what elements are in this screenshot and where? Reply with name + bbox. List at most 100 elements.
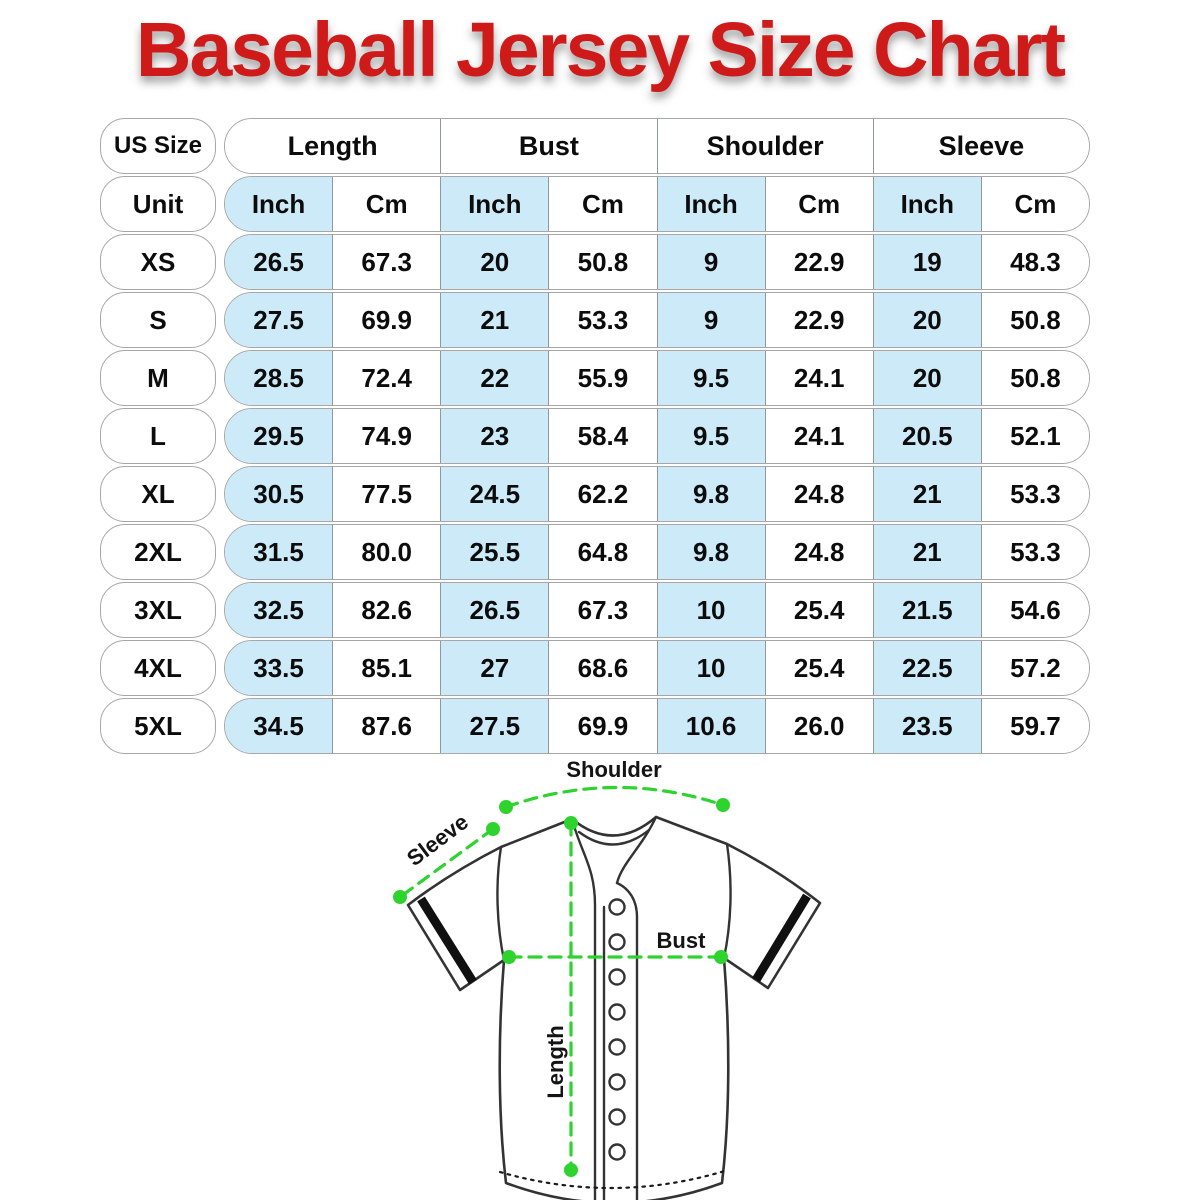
table-row: 2XL 31.5 80.0 25.5 64.8 9.8 24.8 21 53.3 xyxy=(100,524,1090,580)
value-cell: 22.5 xyxy=(873,641,982,695)
unit-header-shoulder-cm: Cm xyxy=(765,177,874,231)
jersey-drawing xyxy=(406,815,822,1200)
column-group-shoulder: Shoulder xyxy=(657,119,874,173)
row-values-pill: 27.5 69.9 21 53.3 9 22.9 20 50.8 xyxy=(224,292,1090,348)
value-cell: 24.5 xyxy=(441,467,550,521)
column-group-bust: Bust xyxy=(441,119,658,173)
value-cell: 69.9 xyxy=(549,699,658,753)
value-cell: 9.8 xyxy=(657,525,766,579)
value-cell: 22 xyxy=(441,351,550,405)
value-cell: 24.1 xyxy=(765,409,874,463)
value-cell: 9 xyxy=(657,235,766,289)
value-cell: 9.5 xyxy=(657,409,766,463)
button xyxy=(608,1108,626,1126)
value-cell: 62.2 xyxy=(549,467,658,521)
value-cell: 31.5 xyxy=(225,525,334,579)
table-row: M 28.5 72.4 22 55.9 9.5 24.1 20 50.8 xyxy=(100,350,1090,406)
value-cell: 20 xyxy=(441,235,550,289)
value-cell: 19 xyxy=(873,235,982,289)
table-row: XL 30.5 77.5 24.5 62.2 9.8 24.8 21 53.3 xyxy=(100,466,1090,522)
measure-dot xyxy=(499,800,513,814)
value-cell: 67.3 xyxy=(549,583,658,637)
column-group-sleeve: Sleeve xyxy=(873,119,1089,173)
shoulder-label: Shoulder xyxy=(566,757,662,782)
value-cell: 58.4 xyxy=(549,409,658,463)
table-row: L 29.5 74.9 23 58.4 9.5 24.1 20.5 52.1 xyxy=(100,408,1090,464)
value-cell: 25.4 xyxy=(765,641,874,695)
jersey-measurement-diagram: Shoulder Sleeve Bust Length xyxy=(393,757,822,1200)
table-body: XS 26.5 67.3 20 50.8 9 22.9 19 48.3 S 27.5 69.9 21 53… xyxy=(100,234,1090,754)
length-label: Length xyxy=(543,1025,568,1098)
button xyxy=(608,898,626,916)
size-label-xl: XL xyxy=(100,466,216,522)
page-title: Baseball Jersey Size Chart xyxy=(131,3,1070,98)
button xyxy=(608,1073,626,1091)
value-cell: 10 xyxy=(657,583,766,637)
value-cell: 23 xyxy=(441,409,550,463)
value-cell: 50.8 xyxy=(981,351,1089,405)
value-cell: 74.9 xyxy=(333,409,442,463)
placket-left-edge xyxy=(570,817,597,1200)
button xyxy=(608,1038,626,1056)
value-cell: 26.5 xyxy=(441,583,550,637)
unit-header-length-inch: Inch xyxy=(225,177,334,231)
size-label-5xl: 5XL xyxy=(100,698,216,754)
value-cell: 20.5 xyxy=(873,409,982,463)
value-cell: 9 xyxy=(657,293,766,347)
table-row: 5XL 34.5 87.6 27.5 69.9 10.6 26.0 23.5 59.7 xyxy=(100,698,1090,754)
measure-dot xyxy=(486,822,500,836)
right-v-neck-edge xyxy=(615,815,658,885)
value-cell: 27.5 xyxy=(225,293,334,347)
value-cell: 21 xyxy=(441,293,550,347)
row-values-pill: 30.5 77.5 24.5 62.2 9.8 24.8 21 53.3 xyxy=(224,466,1090,522)
bust-label: Bust xyxy=(657,928,707,953)
value-cell: 48.3 xyxy=(981,235,1089,289)
value-cell: 9.8 xyxy=(657,467,766,521)
value-cell: 34.5 xyxy=(225,699,334,753)
value-cell: 59.7 xyxy=(981,699,1089,753)
column-group-length: Length xyxy=(225,119,442,173)
value-cell: 21.5 xyxy=(873,583,982,637)
value-cell: 57.2 xyxy=(981,641,1089,695)
unit-header-row: Unit Inch Cm Inch Cm Inch Cm Inch Cm xyxy=(100,176,1090,232)
table-header-row: US Size Length Bust Shoulder Sleeve xyxy=(100,118,1090,174)
hem-dotted-line xyxy=(498,1168,730,1190)
value-cell: 87.6 xyxy=(333,699,442,753)
value-cell: 53.3 xyxy=(981,525,1089,579)
value-cell: 82.6 xyxy=(333,583,442,637)
value-cell: 23.5 xyxy=(873,699,982,753)
value-cell: 24.1 xyxy=(765,351,874,405)
measure-dot xyxy=(502,950,516,964)
value-cell: 21 xyxy=(873,525,982,579)
measure-dot xyxy=(564,1163,578,1177)
right-cuff-stripe xyxy=(752,893,811,983)
left-sleeve-seam xyxy=(496,845,506,962)
value-cell: 24.8 xyxy=(765,525,874,579)
value-cell: 54.6 xyxy=(981,583,1089,637)
size-label-l: L xyxy=(100,408,216,464)
value-cell: 26.0 xyxy=(765,699,874,753)
size-label-4xl: 4XL xyxy=(100,640,216,696)
value-cell: 21 xyxy=(873,467,982,521)
value-cell: 30.5 xyxy=(225,467,334,521)
value-cell: 72.4 xyxy=(333,351,442,405)
value-cell: 10 xyxy=(657,641,766,695)
value-cell: 10.6 xyxy=(657,699,766,753)
value-cell: 77.5 xyxy=(333,467,442,521)
row-values-pill: 26.5 67.3 20 50.8 9 22.9 19 48.3 xyxy=(224,234,1090,290)
value-cell: 24.8 xyxy=(765,467,874,521)
table-row: 4XL 33.5 85.1 27 68.6 10 25.4 22.5 57.2 xyxy=(100,640,1090,696)
unit-header-bust-cm: Cm xyxy=(549,177,658,231)
unit-header-pill: Inch Cm Inch Cm Inch Cm Inch Cm xyxy=(224,176,1090,232)
value-cell: 53.3 xyxy=(549,293,658,347)
placket-right-edge xyxy=(615,881,639,1200)
unit-header-shoulder-inch: Inch xyxy=(657,177,766,231)
unit-header-length-cm: Cm xyxy=(333,177,442,231)
value-cell: 69.9 xyxy=(333,293,442,347)
measure-dot xyxy=(714,950,728,964)
button xyxy=(608,1003,626,1021)
table-row: S 27.5 69.9 21 53.3 9 22.9 20 50.8 xyxy=(100,292,1090,348)
value-cell: 33.5 xyxy=(225,641,334,695)
value-cell: 22.9 xyxy=(765,293,874,347)
value-cell: 27.5 xyxy=(441,699,550,753)
